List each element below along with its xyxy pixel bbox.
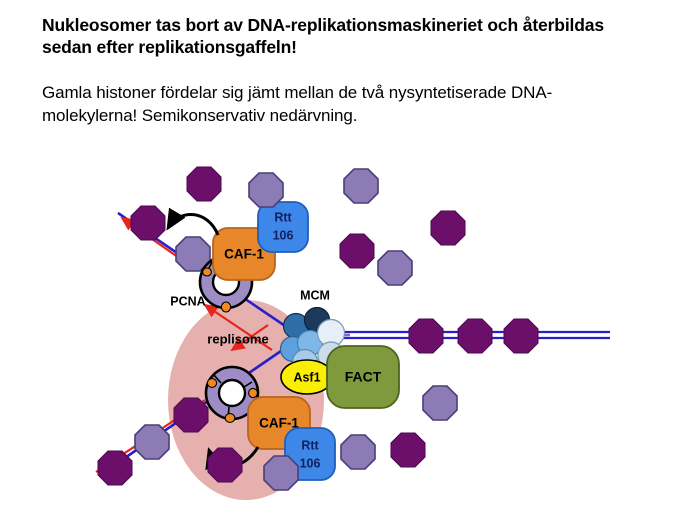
asf1-label: Asf1 <box>293 370 320 384</box>
free-nucleosome <box>263 455 299 491</box>
rtt106-top: Rtt 106 <box>257 201 309 253</box>
fact-label: FACT <box>345 369 382 385</box>
parental-dna-duplex <box>300 330 610 340</box>
free-nucleosome <box>248 172 284 208</box>
pcna-subunit-dot <box>224 413 236 423</box>
rtt106-top-label-2: 106 <box>273 228 294 242</box>
free-nucleosome <box>186 166 222 202</box>
rtt106-bottom-label-1: Rtt <box>301 438 319 452</box>
fact-complex: FACT <box>326 345 400 409</box>
rtt106-top-label-1: Rtt <box>274 210 292 224</box>
text-block: Nukleosomer tas bort av DNA-replikations… <box>42 14 642 127</box>
replication-fork-diagram: PCNA MCM <box>0 150 694 520</box>
pcna-subunit-dot <box>220 301 232 313</box>
mcm-label: MCM <box>300 288 330 302</box>
asf1-chaperone: Asf1 <box>280 359 334 395</box>
deposition-arrow-top <box>166 207 220 236</box>
free-nucleosome <box>340 434 376 470</box>
pcna-ring-bottom <box>204 365 260 423</box>
slide-headline: Nukleosomer tas bort av DNA-replikations… <box>42 15 604 58</box>
caf1-bottom-label: CAF-1 <box>259 416 299 431</box>
slide-subtext: Gamla histoner fördelar sig jämt mellan … <box>42 83 553 125</box>
pcna-label: PCNA <box>170 294 205 308</box>
free-nucleosome <box>343 168 379 204</box>
free-nucleosome <box>430 210 466 246</box>
free-nucleosome <box>207 447 243 483</box>
pcna-subunit-dot <box>206 378 218 388</box>
pcna-subunit-dot <box>248 387 258 399</box>
free-nucleosome <box>422 385 458 421</box>
free-nucleosome <box>377 250 413 286</box>
replisome-label: replisome <box>207 331 268 346</box>
rtt106-bottom-label-2: 106 <box>300 456 321 470</box>
caf1-top-label: CAF-1 <box>224 247 264 262</box>
parental-dna-nucleosomes <box>408 318 539 354</box>
free-nucleosome <box>390 432 426 468</box>
pcna-subunit-dot <box>202 267 212 277</box>
free-nucleosome <box>339 233 375 269</box>
